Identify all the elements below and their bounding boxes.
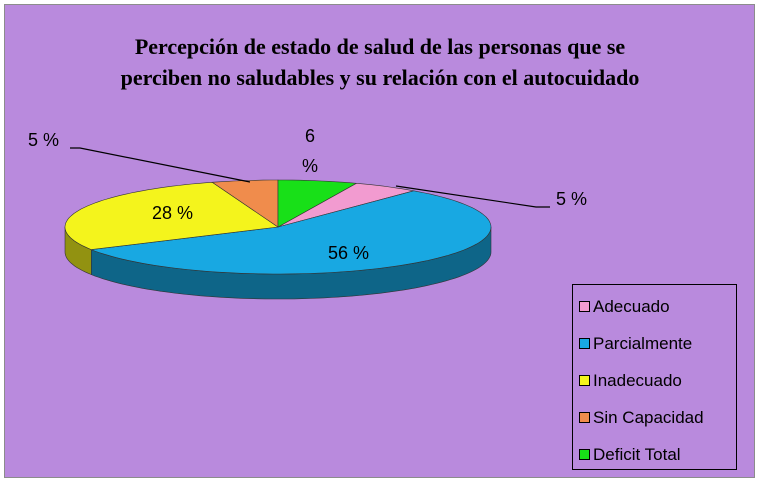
data-label: 6 % [301,126,318,176]
pie-slice [64,181,279,250]
legend-swatch [579,301,590,312]
legend-swatch [579,338,590,349]
data-label: 5 % [28,130,60,150]
legend-swatch [579,412,590,423]
legend-label: Adecuado [593,297,670,316]
pie-slice [277,179,358,228]
legend-swatch [579,375,590,386]
legend-label: Sin Capacidad [593,408,704,427]
pie-slice [277,182,414,228]
legend-label: Parcialmente [593,334,693,353]
legend-label: Deficit Total [593,445,681,464]
leader-line [70,147,251,183]
data-label: 28 % [152,203,194,223]
legend-swatch [579,449,590,460]
chart-title: Percepción de estado de salud de las per… [120,34,640,90]
leader-line [395,185,550,208]
pie-slice [90,190,492,275]
legend-label: Inadecuado [593,371,682,390]
data-label: 56 % [328,243,370,263]
data-label: 5 % [556,189,588,209]
legend: Adecuado Parcialmente Inadecuado Sin Capaci… [572,284,737,470]
